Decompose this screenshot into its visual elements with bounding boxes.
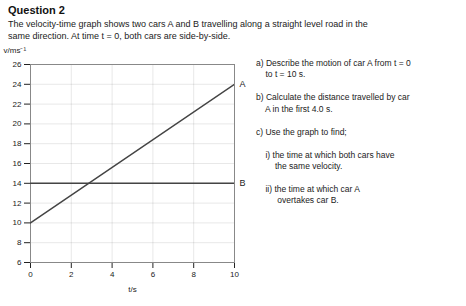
svg-text:22: 22: [13, 100, 22, 109]
svg-text:18: 18: [13, 140, 22, 149]
html-text:ii) the time at which car A ov: ii) the time at which car A overtakes ca…: [256, 183, 360, 205]
svg-text:10: 10: [230, 271, 239, 280]
svg-text:14: 14: [13, 179, 22, 188]
svg-text:4: 4: [110, 271, 115, 280]
svg-text:8: 8: [191, 271, 196, 280]
html-text:b) Calculate the distance trav: b) Calculate the distance travelled by c…: [256, 92, 410, 114]
svg-text:v/ms⁻¹: v/ms⁻¹: [4, 47, 27, 56]
html-text:i) the time at which both cars: i) the time at which both cars have the …: [256, 149, 395, 171]
svg-text:A: A: [240, 80, 246, 90]
svg-text:2: 2: [69, 271, 74, 280]
svg-text:8: 8: [17, 239, 22, 248]
svg-text:10: 10: [13, 219, 22, 228]
svg-text:6: 6: [151, 271, 156, 280]
html-text:a) Describe the motion of car: a) Describe the motion of car A from t =…: [256, 58, 411, 80]
svg-text:B: B: [240, 179, 246, 189]
svg-text:26: 26: [13, 60, 22, 69]
html-text:Question 2: Question 2: [8, 4, 65, 16]
svg-text:24: 24: [13, 80, 22, 89]
svg-text:0: 0: [28, 271, 33, 280]
html-text:The velocity-time graph shows: The velocity-time graph shows two cars A…: [8, 19, 368, 41]
svg-text:12: 12: [13, 199, 22, 208]
svg-text:t/s: t/s: [128, 285, 136, 294]
html-text:c) Use the graph to find;: c) Use the graph to find;: [256, 126, 347, 137]
svg-text:6: 6: [17, 258, 22, 267]
svg-text:20: 20: [13, 120, 22, 129]
svg-text:16: 16: [13, 159, 22, 168]
